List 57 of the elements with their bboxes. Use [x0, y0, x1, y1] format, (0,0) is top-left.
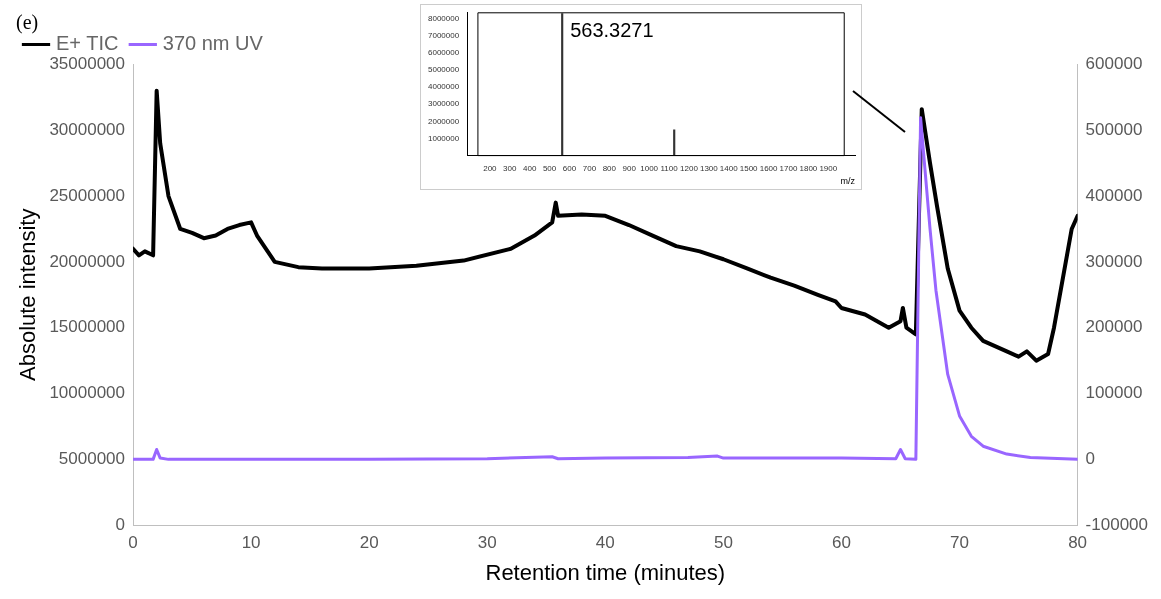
x-tick-label: 10 [241, 533, 261, 553]
x-tick-label: 20 [359, 533, 379, 553]
x-tick-label: 1600 [759, 163, 779, 173]
y-tick-label: 20000000 [49, 251, 126, 271]
y2-tick-label: 200000 [1085, 317, 1143, 337]
y-tick-label: 10000000 [49, 383, 126, 403]
y-tick-label: 5000000 [427, 65, 460, 75]
y-axis-title: Absolute intensity [15, 208, 41, 382]
x-axis-title: Retention time (minutes) [485, 559, 726, 585]
x-tick-label: 1900 [819, 163, 838, 173]
y-tick-label: 7000000 [427, 31, 460, 41]
x-tick-label: 1000 [640, 163, 659, 173]
x-tick-label: 1400 [719, 163, 739, 173]
x-tick-label: 900 [622, 163, 637, 173]
y-tick-label: 30000000 [49, 119, 126, 139]
y2-tick-label: 300000 [1085, 251, 1143, 271]
x-tick-label: 800 [602, 163, 617, 173]
x-tick-label: 30 [477, 533, 497, 553]
y-tick-label: 6000000 [427, 48, 460, 58]
x-tick-label: 1300 [699, 163, 719, 173]
x-tick-label: 1500 [739, 163, 759, 173]
y-tick-label: 2000000 [427, 116, 460, 126]
x-tick-label: 40 [595, 533, 615, 553]
x-tick-label: 1700 [779, 163, 798, 173]
y2-tick-label: 0 [1085, 449, 1096, 469]
annotation: 563.3271 [570, 19, 654, 42]
x-tick-label: 400 [523, 163, 537, 173]
x-tick-label: 50 [713, 533, 733, 553]
y2-tick-label: 100000 [1085, 383, 1143, 403]
x-tick-label: 500 [542, 163, 557, 173]
y-tick-label: 4000000 [427, 82, 460, 92]
y2-tick-label: -100000 [1085, 514, 1148, 534]
y-tick-label: 0 [115, 514, 126, 534]
legend-label: E+ TIC [56, 31, 119, 54]
legend-label: 370 nm UV [162, 31, 264, 54]
text: (e) [16, 11, 39, 35]
x-tick-label: 300 [503, 163, 517, 173]
x-axis-title: m/z [840, 176, 856, 187]
y-tick-label: 15000000 [49, 317, 126, 337]
x-tick-label: 600 [562, 163, 577, 173]
x-tick-label: 1200 [680, 163, 699, 173]
y2-tick-label: 500000 [1085, 119, 1143, 139]
x-tick-label: 60 [832, 533, 851, 553]
x-tick-label: 200 [483, 163, 498, 173]
y-tick-label: 35000000 [49, 54, 126, 74]
x-tick-label: 80 [1068, 533, 1088, 553]
x-tick-label: 70 [950, 533, 969, 553]
y2-tick-label: 400000 [1085, 185, 1143, 205]
y-tick-label: 8000000 [427, 13, 460, 23]
y-tick-label: 25000000 [49, 185, 126, 205]
y-tick-label: 5000000 [58, 449, 126, 469]
y-tick-label: 1000000 [427, 133, 460, 143]
x-tick-label: 1100 [660, 163, 679, 173]
x-tick-label: 1800 [799, 163, 818, 173]
y2-tick-label: 600000 [1085, 54, 1143, 74]
y-tick-label: 3000000 [427, 99, 460, 109]
x-tick-label: 700 [582, 163, 597, 173]
